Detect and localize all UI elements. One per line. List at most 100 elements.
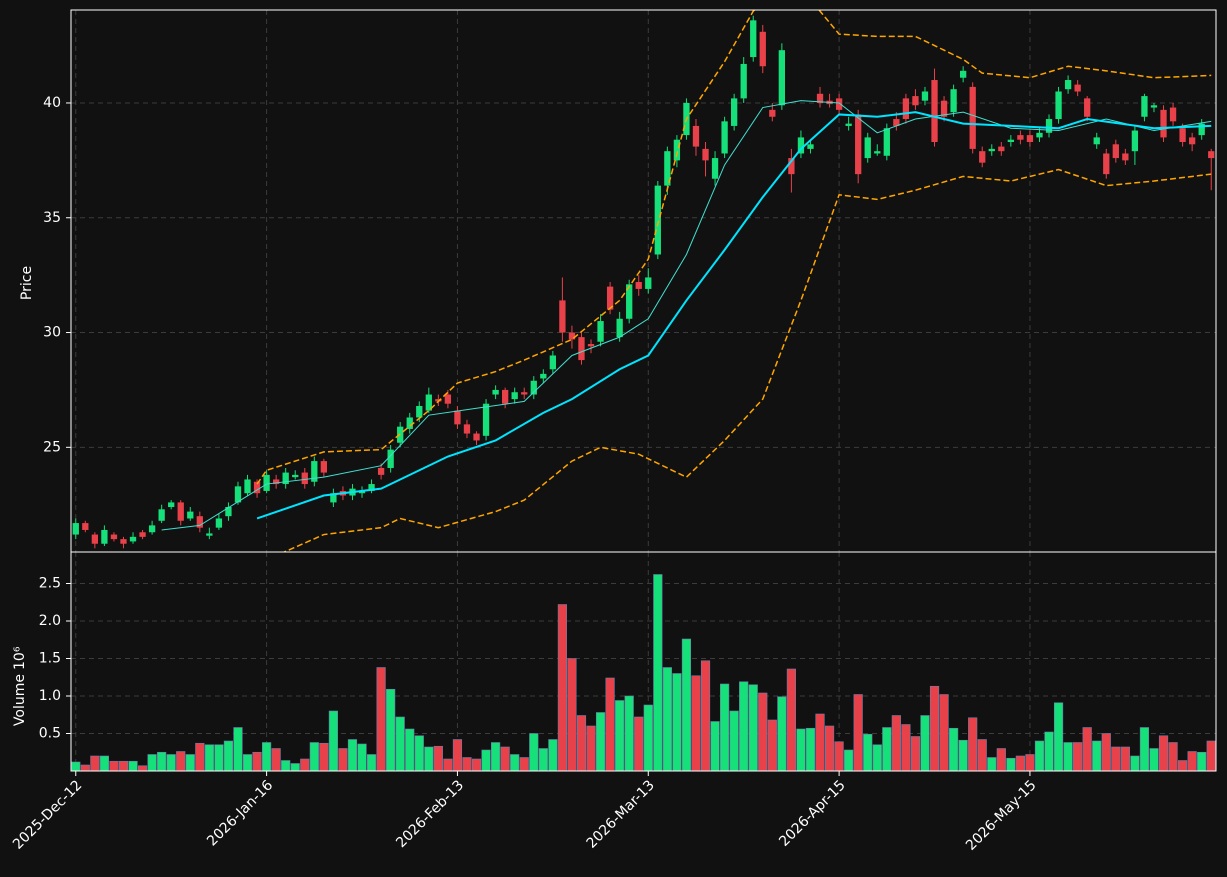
candle-body bbox=[1169, 107, 1177, 122]
volume-bar bbox=[1130, 755, 1140, 771]
volume-bar bbox=[939, 694, 949, 771]
candle-body bbox=[482, 403, 490, 436]
candle-body bbox=[72, 523, 79, 535]
volume-bar bbox=[538, 748, 548, 771]
candle-body bbox=[874, 151, 881, 154]
candle-body bbox=[855, 114, 862, 175]
y-tick-label: 1.5 bbox=[39, 651, 61, 667]
volume-bar bbox=[252, 751, 262, 771]
x-tick-label: 2026-Apr-15 bbox=[776, 777, 849, 850]
candle-body bbox=[626, 284, 633, 319]
candle-body bbox=[702, 148, 709, 161]
candle-body bbox=[816, 93, 824, 103]
candle-body bbox=[1103, 153, 1110, 175]
candle-body bbox=[788, 158, 795, 175]
candle-body bbox=[1160, 109, 1167, 138]
volume-bar bbox=[920, 715, 930, 771]
volume-bar bbox=[1187, 751, 1197, 771]
indicator-line bbox=[256, 10, 1212, 485]
candle-body bbox=[196, 516, 203, 528]
volume-plot bbox=[71, 574, 1216, 771]
candle-body bbox=[530, 380, 537, 395]
y-tick-label: 30 bbox=[43, 325, 61, 341]
candle-body bbox=[635, 282, 642, 289]
candle-body bbox=[988, 148, 995, 152]
y-tick-label: 40 bbox=[43, 95, 61, 111]
volume-bar bbox=[1168, 742, 1178, 771]
candle-body bbox=[320, 461, 328, 473]
candle-body bbox=[1007, 139, 1015, 142]
volume-bar bbox=[891, 715, 901, 771]
volume-bar bbox=[99, 755, 109, 771]
volume-bar bbox=[1034, 740, 1045, 771]
candle-body bbox=[272, 479, 280, 485]
candle-body bbox=[673, 139, 681, 161]
volume-bar bbox=[557, 604, 567, 771]
y-tick-label: 25 bbox=[43, 439, 61, 455]
scale-label: 10⁶ bbox=[12, 646, 28, 670]
volume-bar bbox=[262, 742, 272, 771]
volume-bar bbox=[996, 748, 1006, 771]
candle-body bbox=[492, 389, 499, 395]
volume-bar bbox=[1111, 746, 1121, 771]
volume-bar bbox=[500, 746, 510, 771]
candle-body bbox=[721, 121, 728, 154]
candle-body bbox=[750, 20, 757, 58]
volume-bar bbox=[491, 742, 501, 771]
volume-bar bbox=[405, 728, 415, 771]
x-tick-label: 2026-May-15 bbox=[963, 777, 1040, 854]
volume-bar bbox=[1178, 760, 1188, 771]
volume-bar bbox=[567, 658, 577, 771]
y-axis-label: Volume bbox=[12, 674, 28, 726]
candle-body bbox=[234, 486, 242, 503]
indicator-line bbox=[161, 100, 1212, 531]
candle-body bbox=[559, 300, 566, 333]
candle-body bbox=[1036, 132, 1043, 138]
candle-body bbox=[139, 532, 146, 537]
indicator-line bbox=[256, 111, 1212, 520]
candle-body bbox=[387, 449, 394, 468]
volume-bar bbox=[176, 751, 186, 771]
volume-bar bbox=[748, 684, 758, 771]
candle-body bbox=[740, 63, 747, 99]
candle-body bbox=[845, 123, 852, 126]
volume-bar bbox=[977, 739, 987, 771]
volume-bar bbox=[1025, 754, 1035, 771]
volume-bar bbox=[949, 727, 959, 771]
candle-body bbox=[282, 472, 289, 485]
volume-bar bbox=[863, 733, 873, 771]
candle-body bbox=[225, 507, 232, 517]
volume-bar bbox=[1006, 757, 1016, 771]
volume-bar bbox=[157, 751, 167, 771]
volume-bar bbox=[1197, 751, 1207, 771]
volume-bar bbox=[595, 712, 606, 771]
candle-body bbox=[883, 128, 890, 156]
volume-bar bbox=[586, 725, 596, 771]
candle-body bbox=[616, 318, 623, 338]
candle-body bbox=[253, 481, 261, 494]
volume-bar bbox=[462, 757, 472, 771]
volume-bar bbox=[185, 754, 195, 771]
candle-body bbox=[807, 144, 814, 149]
volume-bar bbox=[958, 739, 968, 771]
volume-bar bbox=[824, 725, 835, 771]
volume-bar bbox=[548, 739, 558, 771]
volume-bar bbox=[147, 754, 157, 771]
candle-body bbox=[969, 86, 976, 149]
candle-body bbox=[1074, 84, 1081, 92]
volume-bar bbox=[834, 741, 844, 771]
volume-bar bbox=[1158, 735, 1169, 771]
candle-body bbox=[711, 158, 719, 179]
volume-bar bbox=[271, 748, 281, 771]
candle-body bbox=[521, 392, 528, 395]
volume-bar bbox=[777, 696, 787, 771]
candle-body bbox=[177, 502, 184, 521]
volume-bar bbox=[796, 728, 806, 771]
candle-body bbox=[91, 534, 99, 544]
volume-bar bbox=[968, 717, 978, 771]
candle-body bbox=[463, 424, 471, 434]
candle-body bbox=[292, 474, 299, 478]
volume-bar bbox=[118, 760, 129, 771]
volume-bar bbox=[872, 744, 882, 771]
volume-bar bbox=[653, 574, 663, 771]
